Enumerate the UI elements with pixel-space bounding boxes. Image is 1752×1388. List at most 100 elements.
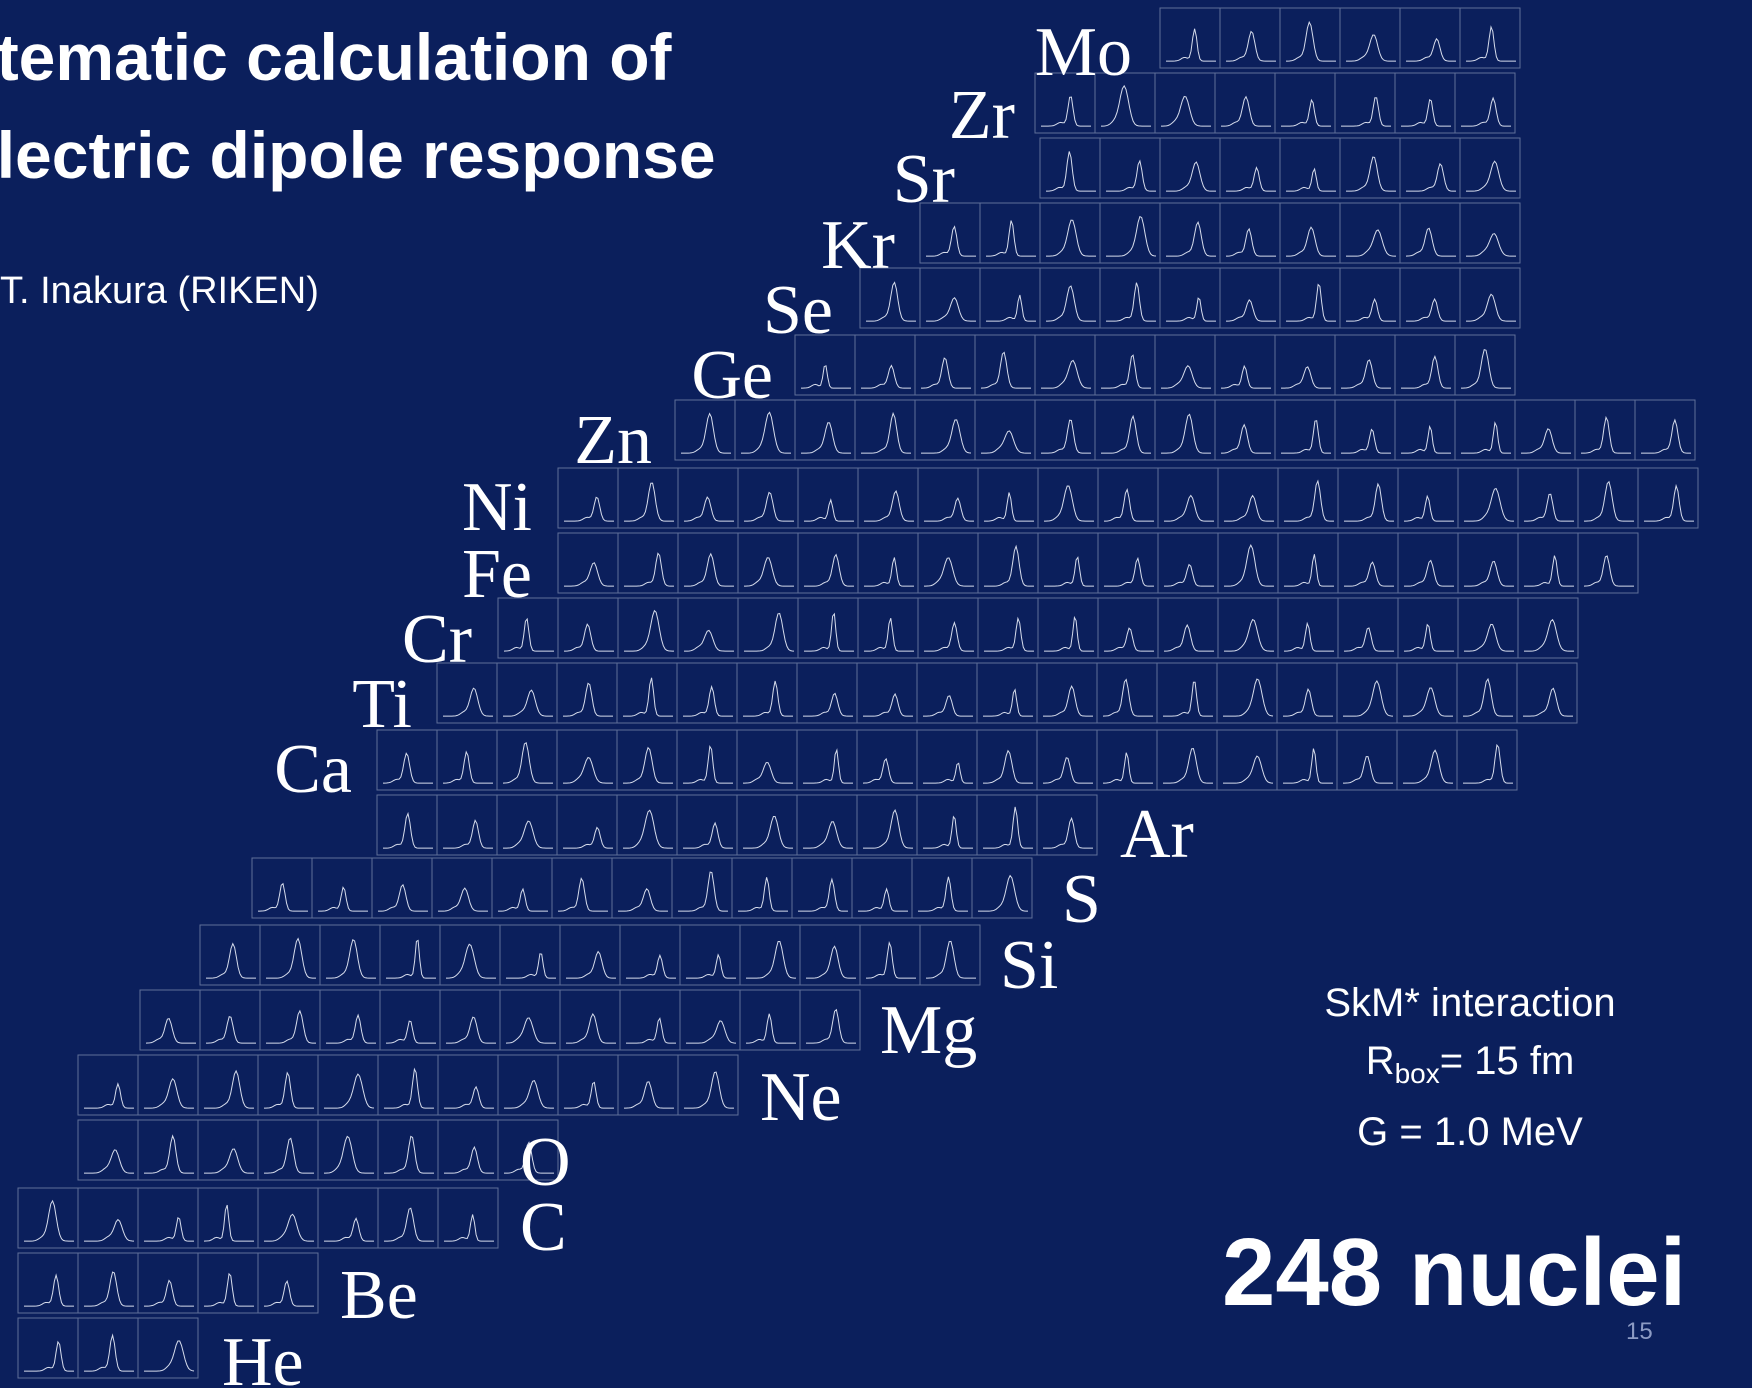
response-curve (926, 225, 976, 257)
response-panel (1217, 467, 1279, 529)
response-curve (1221, 423, 1271, 454)
response-panel (376, 794, 438, 856)
response-curve (566, 1013, 616, 1044)
response-curve (206, 1016, 256, 1044)
interaction-label: SkM* interaction (1324, 981, 1616, 1025)
response-curve (1104, 627, 1154, 652)
response-panel (736, 794, 798, 856)
response-panel (137, 1054, 199, 1116)
response-curve (1644, 483, 1694, 522)
response-panel (1336, 662, 1398, 724)
response-panel (436, 729, 498, 791)
response-curve (1044, 556, 1094, 587)
response-curve (1106, 159, 1156, 192)
element-label-cr: Cr (402, 601, 472, 678)
response-panel (619, 924, 681, 986)
response-curve (1043, 816, 1093, 849)
page-number: 15 (1626, 1318, 1653, 1345)
response-panel (1454, 334, 1516, 396)
response-curve (266, 937, 316, 979)
element-label-ni: Ni (462, 469, 532, 546)
response-curve (1104, 487, 1154, 522)
response-curve (1224, 543, 1274, 587)
response-curve (923, 815, 973, 849)
response-panel (799, 924, 861, 986)
response-panel (1399, 267, 1461, 329)
response-curve (684, 629, 734, 652)
response-curve (924, 620, 974, 652)
response-curve (1286, 283, 1336, 322)
response-curve (1043, 685, 1093, 717)
response-curve (1286, 167, 1336, 192)
response-curve (744, 557, 794, 587)
element-label-se: Se (763, 272, 833, 349)
response-curve (1523, 687, 1573, 717)
response-panel (914, 334, 976, 396)
response-curve (1281, 98, 1331, 127)
response-curve (983, 688, 1033, 717)
element-label-si: Si (1000, 927, 1058, 1004)
response-curve (866, 940, 916, 979)
response-panel (617, 597, 679, 659)
response-curve (626, 1017, 676, 1044)
response-curve (144, 1077, 194, 1109)
response-panel (737, 532, 799, 594)
response-curve (858, 887, 908, 912)
response-curve (1166, 297, 1216, 322)
response-curve (803, 748, 853, 784)
response-curve (384, 1135, 434, 1174)
response-panel (1516, 662, 1578, 724)
response-panel (491, 857, 553, 919)
response-curve (618, 887, 668, 912)
response-curve (1101, 354, 1151, 389)
response-curve (623, 677, 673, 717)
response-curve (743, 680, 793, 717)
response-curve (1041, 96, 1091, 127)
response-panel (1457, 532, 1519, 594)
response-curve (503, 617, 554, 652)
response-curve (1044, 615, 1094, 652)
response-panel (1097, 597, 1159, 659)
response-curve (1041, 419, 1091, 454)
response-panel (797, 597, 859, 659)
response-panel (257, 1054, 319, 1116)
response-panel (616, 729, 678, 791)
response-panel (1156, 662, 1218, 724)
response-curve (924, 557, 974, 587)
response-panel (1219, 137, 1281, 199)
response-panel (17, 1317, 79, 1379)
element-label-o: O (520, 1124, 571, 1201)
response-curve (564, 496, 614, 522)
response-curve (804, 553, 854, 587)
response-curve (746, 1013, 796, 1044)
response-curve (1401, 424, 1451, 454)
response-panel (317, 1187, 379, 1249)
response-panel (1034, 399, 1096, 461)
response-curve (684, 552, 734, 587)
response-panel (1214, 399, 1276, 461)
response-panel (976, 662, 1038, 724)
response-curve (84, 1149, 134, 1174)
response-panel (377, 1054, 439, 1116)
response-curve (683, 745, 733, 784)
response-panel (799, 989, 861, 1051)
response-panel (731, 857, 793, 919)
response-panel (1034, 334, 1096, 396)
response-panel (1337, 467, 1399, 529)
response-panel (974, 334, 1036, 396)
response-curve (1106, 282, 1156, 322)
response-curve (1341, 359, 1391, 389)
response-panel (1036, 662, 1098, 724)
response-curve (746, 941, 796, 979)
response-panel (977, 532, 1039, 594)
response-curve (1641, 418, 1691, 454)
response-curve (144, 1216, 194, 1242)
response-curve (1404, 623, 1454, 652)
response-curve (438, 887, 488, 912)
response-panel (1094, 399, 1156, 461)
response-panel (1457, 467, 1519, 529)
response-curve (1163, 681, 1213, 717)
response-curve (1584, 480, 1634, 522)
response-panel (1337, 532, 1399, 594)
title-line-2: electric dipole response (0, 118, 716, 192)
